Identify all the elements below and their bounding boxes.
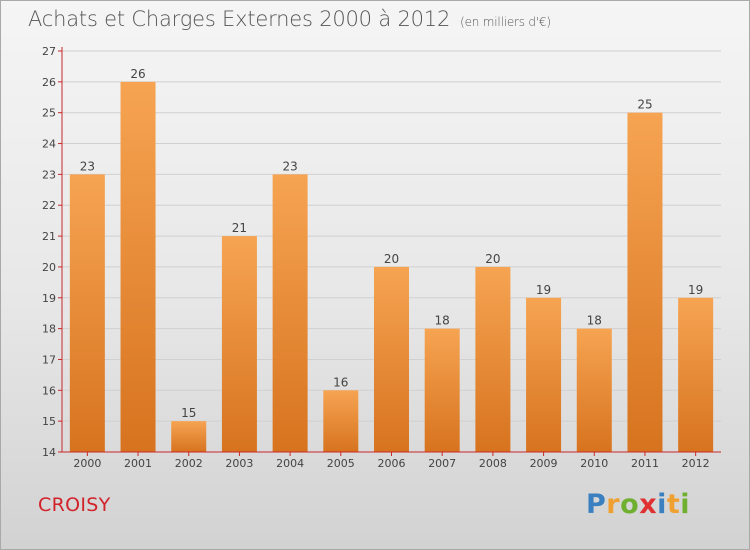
x-tick-label: 2001 [124,457,152,470]
chart-subtitle: (en milliers d'€) [460,15,551,29]
bar-value-label: 19 [688,283,703,297]
bar-value-label: 21 [232,221,247,235]
y-tick-label: 22 [42,199,56,212]
y-tick-label: 18 [42,323,56,336]
bar-value-label: 23 [282,159,297,173]
bar [272,174,308,452]
bar-value-label: 18 [435,314,450,328]
bar [323,390,359,452]
bar [526,297,562,452]
bar-value-label: 15 [181,406,196,420]
x-tick-label: 2012 [682,457,710,470]
bar [221,236,257,452]
brand-letter: i [657,489,667,520]
y-tick-label: 16 [42,384,56,397]
proxiti-logo: Proxiti [586,489,690,520]
bar-value-label: 26 [130,67,145,81]
y-tick-label: 15 [42,415,56,428]
bar [475,266,511,452]
bar-value-label: 16 [333,375,348,389]
x-tick-label: 2003 [225,457,253,470]
bar-value-label: 23 [80,159,95,173]
chart-title-text: Achats et Charges Externes 2000 à 2012 [28,7,451,31]
brand-letter: P [586,489,607,520]
y-tick-label: 17 [42,353,56,366]
bar-value-label: 18 [587,314,602,328]
commune-name: CROISY [38,494,111,516]
brand-letter: x [639,489,658,520]
brand-letter: o [620,489,640,520]
x-tick-label: 2002 [175,457,203,470]
x-tick-label: 2010 [580,457,608,470]
x-tick-label: 2007 [428,457,456,470]
y-tick-label: 24 [42,138,56,151]
bar [69,174,105,452]
bar-value-label: 20 [485,252,500,266]
bar [424,328,460,452]
bar [576,328,612,452]
bar [171,421,207,452]
x-tick-label: 2004 [276,457,304,470]
bar [120,81,156,452]
bar [627,112,663,452]
bar [374,266,409,452]
x-tick-label: 2000 [73,457,101,470]
brand-letter: r [606,489,621,520]
y-tick-label: 19 [42,292,56,305]
bar-value-label: 19 [536,283,551,297]
bar-value-label: 20 [384,252,399,266]
x-tick-label: 2005 [327,457,355,470]
y-tick-label: 14 [42,446,56,459]
brand-letter: t [666,489,681,520]
brand-letter: i [680,489,691,520]
y-tick-label: 21 [42,230,56,243]
bar-value-label: 25 [637,98,652,112]
y-tick-label: 23 [42,168,56,181]
y-tick-label: 25 [42,107,56,120]
y-tick-label: 27 [42,45,56,58]
bar [678,297,714,452]
y-tick-label: 20 [42,261,56,274]
y-tick-label: 26 [42,76,56,89]
chart-title: Achats et Charges Externes 2000 à 2012 (e… [28,7,551,31]
x-tick-label: 2009 [530,457,558,470]
x-tick-label: 2011 [631,457,659,470]
x-tick-label: 2008 [479,457,507,470]
x-tick-label: 2006 [378,457,406,470]
